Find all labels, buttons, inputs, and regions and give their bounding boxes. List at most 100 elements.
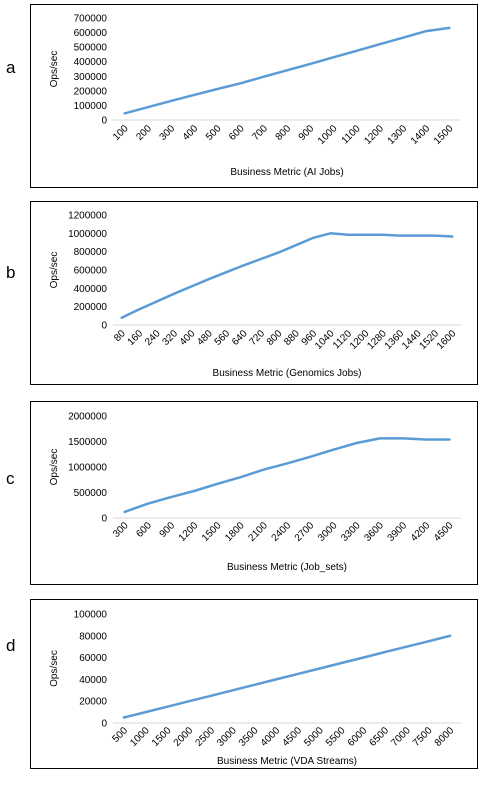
y-tick-label: 0 — [101, 321, 107, 332]
x-tick-label: 7000 — [389, 725, 413, 749]
y-tick-label: 100000 — [74, 101, 108, 112]
y-tick-label: 700000 — [74, 14, 108, 25]
line-chart-c: 0 500000 1000000 1500000 2000000 Ops/sec 300 60… — [49, 412, 461, 573]
y-tick-label: 0 — [101, 116, 107, 127]
x-tick-label: 720 — [247, 328, 267, 348]
y-tick-label: 20000 — [79, 697, 107, 708]
x-tick-label: 6500 — [367, 725, 391, 749]
x-tick-label: 700 — [250, 123, 270, 143]
y-axis-label: Ops/sec — [49, 449, 60, 486]
x-axis-label: Business Metric (VDA Streams) — [217, 756, 357, 767]
x-tick-label: 2700 — [293, 520, 317, 544]
chart-panel-b: 0 200000 400000 600000 800000 1000000 1200000 O… — [30, 201, 478, 385]
x-tick-label: 900 — [297, 123, 317, 143]
x-tick-label: 600 — [134, 520, 154, 540]
y-tick-label: 40000 — [79, 675, 107, 686]
x-tick-label: 3000 — [215, 725, 239, 749]
x-tick-label: 7500 — [411, 725, 435, 749]
x-tick-label: 1100 — [340, 123, 363, 146]
x-tick-label: 600 — [227, 123, 247, 143]
y-axis-label: Ops/sec — [49, 650, 60, 687]
x-tick-label: 880 — [282, 328, 302, 348]
y-tick-label: 0 — [101, 719, 107, 730]
x-tick-label: 3000 — [316, 520, 340, 544]
x-tick-label: 400 — [181, 123, 201, 143]
x-tick-label: 1200 — [362, 123, 386, 147]
x-tick-label: 1500 — [150, 725, 174, 749]
x-tick-label: 640 — [230, 328, 250, 348]
x-tick-label: 900 — [158, 520, 178, 540]
x-tick-label: 1400 — [409, 123, 433, 147]
y-tick-label: 1200000 — [68, 211, 107, 222]
x-tick-label: 300 — [111, 520, 131, 540]
x-tick-label: 4000 — [259, 725, 283, 749]
panel-letter-b: b — [6, 263, 16, 282]
x-tick-label: 400 — [178, 328, 198, 348]
y-tick-label: 100000 — [74, 610, 108, 621]
x-tick-label: 1300 — [386, 123, 410, 147]
x-axis-label: Business Metric (Genomics Jobs) — [213, 368, 362, 379]
x-tick-label: 1000 — [128, 725, 152, 749]
y-tick-label: 60000 — [79, 653, 107, 664]
x-tick-label: 560 — [213, 328, 233, 348]
y-tick-label: 300000 — [74, 72, 108, 83]
x-tick-label: 8000 — [433, 725, 457, 749]
x-tick-label: 200 — [134, 123, 154, 143]
x-tick-label: 1000 — [316, 123, 340, 147]
y-axis-label: Ops/sec — [49, 252, 60, 289]
line-chart-b: 0 200000 400000 600000 800000 1000000 1200000 O… — [49, 211, 461, 379]
x-tick-label: 1600 — [435, 328, 459, 352]
x-tick-label: 4200 — [409, 520, 433, 544]
x-tick-label: 1500 — [432, 123, 456, 147]
x-tick-label: 320 — [160, 328, 180, 348]
x-tick-label: 6000 — [346, 725, 370, 749]
x-tick-label: 4500 — [432, 520, 456, 544]
y-tick-label: 1000000 — [68, 463, 107, 474]
x-axis-label: Business Metric (Job_sets) — [227, 562, 347, 573]
x-tick-label: 500 — [204, 123, 224, 143]
series-line — [120, 232, 454, 319]
x-tick-label: 1500 — [200, 520, 224, 544]
panel-letter-a: a — [6, 58, 16, 77]
y-tick-label: 600000 — [74, 266, 108, 277]
x-tick-label: 1200 — [177, 520, 201, 544]
panel-letter-c: c — [6, 469, 15, 488]
series-line — [123, 437, 451, 514]
x-tick-label: 800 — [265, 328, 285, 348]
y-tick-label: 80000 — [79, 631, 107, 642]
x-tick-label: 300 — [158, 123, 178, 143]
y-tick-label: 500000 — [74, 43, 108, 54]
series-line — [123, 26, 451, 115]
y-tick-label: 500000 — [74, 488, 108, 499]
y-tick-label: 200000 — [74, 86, 108, 97]
x-tick-label: 240 — [143, 328, 163, 348]
chart-panel-a: 0 100000 200000 300000 400000 500000 600000 700… — [30, 4, 478, 188]
x-tick-label: 4500 — [280, 725, 304, 749]
y-axis-label: Ops/sec — [49, 51, 60, 88]
y-tick-label: 200000 — [74, 302, 108, 313]
y-tick-label: 400000 — [74, 57, 108, 68]
x-tick-label: 2100 — [246, 520, 270, 544]
x-tick-label: 3900 — [386, 520, 410, 544]
series-line — [122, 634, 452, 719]
x-tick-label: 2500 — [193, 725, 217, 749]
chart-panel-d: 0 20000 40000 60000 80000 100000 Ops/sec 500 100… — [30, 599, 478, 769]
line-chart-a: 0 100000 200000 300000 400000 500000 600000 700… — [49, 14, 461, 178]
x-tick-label: 3500 — [237, 725, 261, 749]
x-tick-label: 3600 — [362, 520, 386, 544]
y-tick-label: 1500000 — [68, 437, 107, 448]
x-axis-label: Business Metric (AI Jobs) — [230, 167, 343, 178]
y-tick-label: 0 — [101, 514, 107, 525]
y-tick-label: 400000 — [74, 284, 108, 295]
panel-letter-d: d — [6, 636, 16, 655]
x-tick-label: 100 — [111, 123, 131, 143]
y-tick-label: 1000000 — [68, 229, 107, 240]
y-tick-label: 800000 — [74, 247, 108, 258]
x-tick-label: 160 — [126, 328, 146, 348]
x-tick-label: 2400 — [270, 520, 294, 544]
x-tick-label: 2000 — [172, 725, 196, 749]
x-tick-label: 500 — [110, 725, 130, 745]
y-tick-label: 2000000 — [68, 412, 107, 423]
x-tick-label: 800 — [274, 123, 294, 143]
chart-panel-c: 0 500000 1000000 1500000 2000000 Ops/sec 300 60… — [30, 401, 478, 585]
